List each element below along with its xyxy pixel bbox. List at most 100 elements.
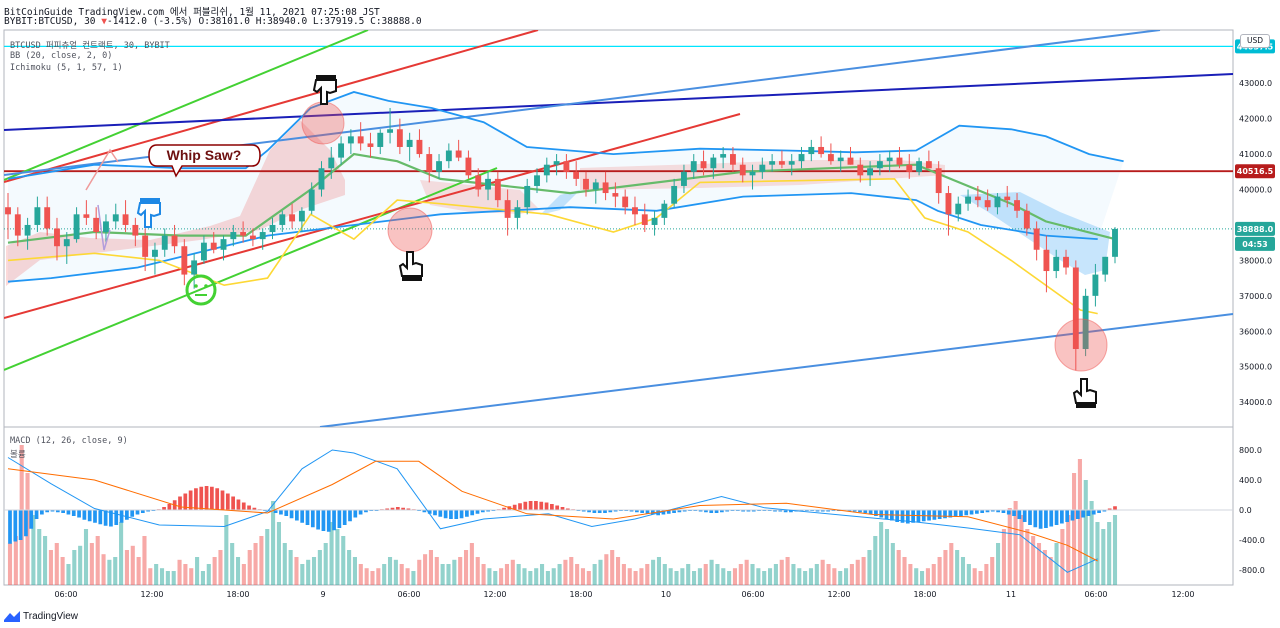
volume-bar [458,557,463,585]
volume-bar [908,564,913,585]
volume-bar [469,543,474,585]
resistance-price-tag-box [1235,164,1275,179]
volume-bar [984,564,989,585]
volume-bar [598,559,603,585]
volume-bar [1060,529,1065,585]
candle-body [690,161,697,172]
macd-histogram-bar [364,510,368,513]
volume-bar [592,564,597,585]
volume-bar [697,568,702,585]
volume-bar [142,536,147,585]
volume-bar [475,557,480,585]
macd-histogram-bar [18,510,23,540]
volume-bar [376,568,381,585]
candle-body [553,161,560,165]
candle-body [1082,295,1089,350]
macd-histogram-bar [847,510,852,512]
macd-histogram-bar [905,510,910,524]
candle-body [681,171,687,186]
volume-bar [136,557,141,585]
indicator-ichimoku[interactable]: Ichimoku (5, 1, 57, 1) [10,63,123,73]
macd-histogram-bar [1001,510,1006,513]
indicator-bb[interactable]: BB (20, close, 2, 0) [10,51,113,61]
volume-bar [610,550,615,585]
candle-body [494,178,501,201]
macd-histogram-bar [820,510,825,512]
volume-bar [487,568,492,585]
price-plot-area: Whip Saw? [4,30,1233,427]
macd-histogram-bar [1012,510,1016,516]
indicator-main[interactable]: BTCUSD 퍼피츄얼 컨트랙트, 30, BYBIT [10,41,170,51]
red-trendline-lower [4,113,741,319]
candle-body [269,224,276,233]
volume-bar [826,564,831,585]
macd-histogram-bar [826,510,830,512]
macd-histogram-bar [1049,510,1054,527]
volume-bar [95,536,100,585]
volume-bar [575,564,580,585]
indicator-volume[interactable]: 볼륨 [10,450,26,460]
volume-bar [867,550,872,585]
volume-bar [165,571,170,585]
macd-histogram-bar [911,510,915,523]
volume-bar [844,568,849,585]
macd-histogram-bar [698,510,703,512]
candle-body [200,242,207,261]
hand-cuff [1076,403,1096,408]
macd-histogram-bar [279,510,283,515]
macd-histogram-bar [1075,510,1080,519]
macd-tick-label: -400.0 [1239,536,1265,545]
macd-histogram-bar [502,507,506,510]
volume-bar [148,568,153,585]
macd-histogram-bar [751,510,756,512]
tradingview-footer[interactable]: TradingView [4,610,78,622]
macd-histogram-bar [964,510,969,516]
candle-body [876,161,883,169]
volume-bar [317,550,322,585]
candle-body [436,161,442,172]
volume-bar [832,568,837,585]
macd-histogram-bar [550,504,554,510]
volume-bar [335,529,340,585]
volume-bar [516,564,521,585]
time-tick-label: 06:00 [397,590,420,599]
volume-bar [294,557,299,585]
navy-trendline [4,73,1233,131]
volume-bar [645,564,650,585]
macd-histogram-bar [8,510,12,544]
macd-histogram-bar [1102,510,1107,512]
volume-bar [463,550,469,585]
candle-body [1063,256,1069,268]
volume-bar [1019,515,1024,585]
candle-body [857,164,864,176]
candle-body [171,235,178,247]
candle-body [210,242,217,250]
candle-body [622,196,629,208]
candle-body [1023,210,1030,229]
volume-bar [1101,529,1106,585]
volume-bar [791,564,796,585]
macd-histogram-bar [937,510,942,519]
macd-histogram-bar [518,503,522,510]
indicator-macd[interactable]: MACD (12, 26, close, 9) [10,436,128,446]
volume-bar [651,559,656,585]
volume-bar [896,550,901,585]
volume-bar [1089,501,1094,585]
candle-body [818,146,825,155]
volume-bar [7,543,13,585]
volume-bar [674,571,679,585]
volume-bar [119,522,124,585]
candle-body [406,139,413,147]
currency-button[interactable]: USD [1240,34,1270,48]
macd-tick-label: 0.0 [1239,506,1252,515]
volume-bar [159,568,165,585]
candle-body [886,157,893,162]
volume-bar [259,536,264,585]
candle-body [720,154,727,158]
macd-histogram-bar [560,507,565,510]
macd-histogram-bar [672,510,676,513]
macd-histogram-bar [789,510,793,513]
volume-bar [177,559,182,585]
macd-histogram-bar [948,510,953,518]
